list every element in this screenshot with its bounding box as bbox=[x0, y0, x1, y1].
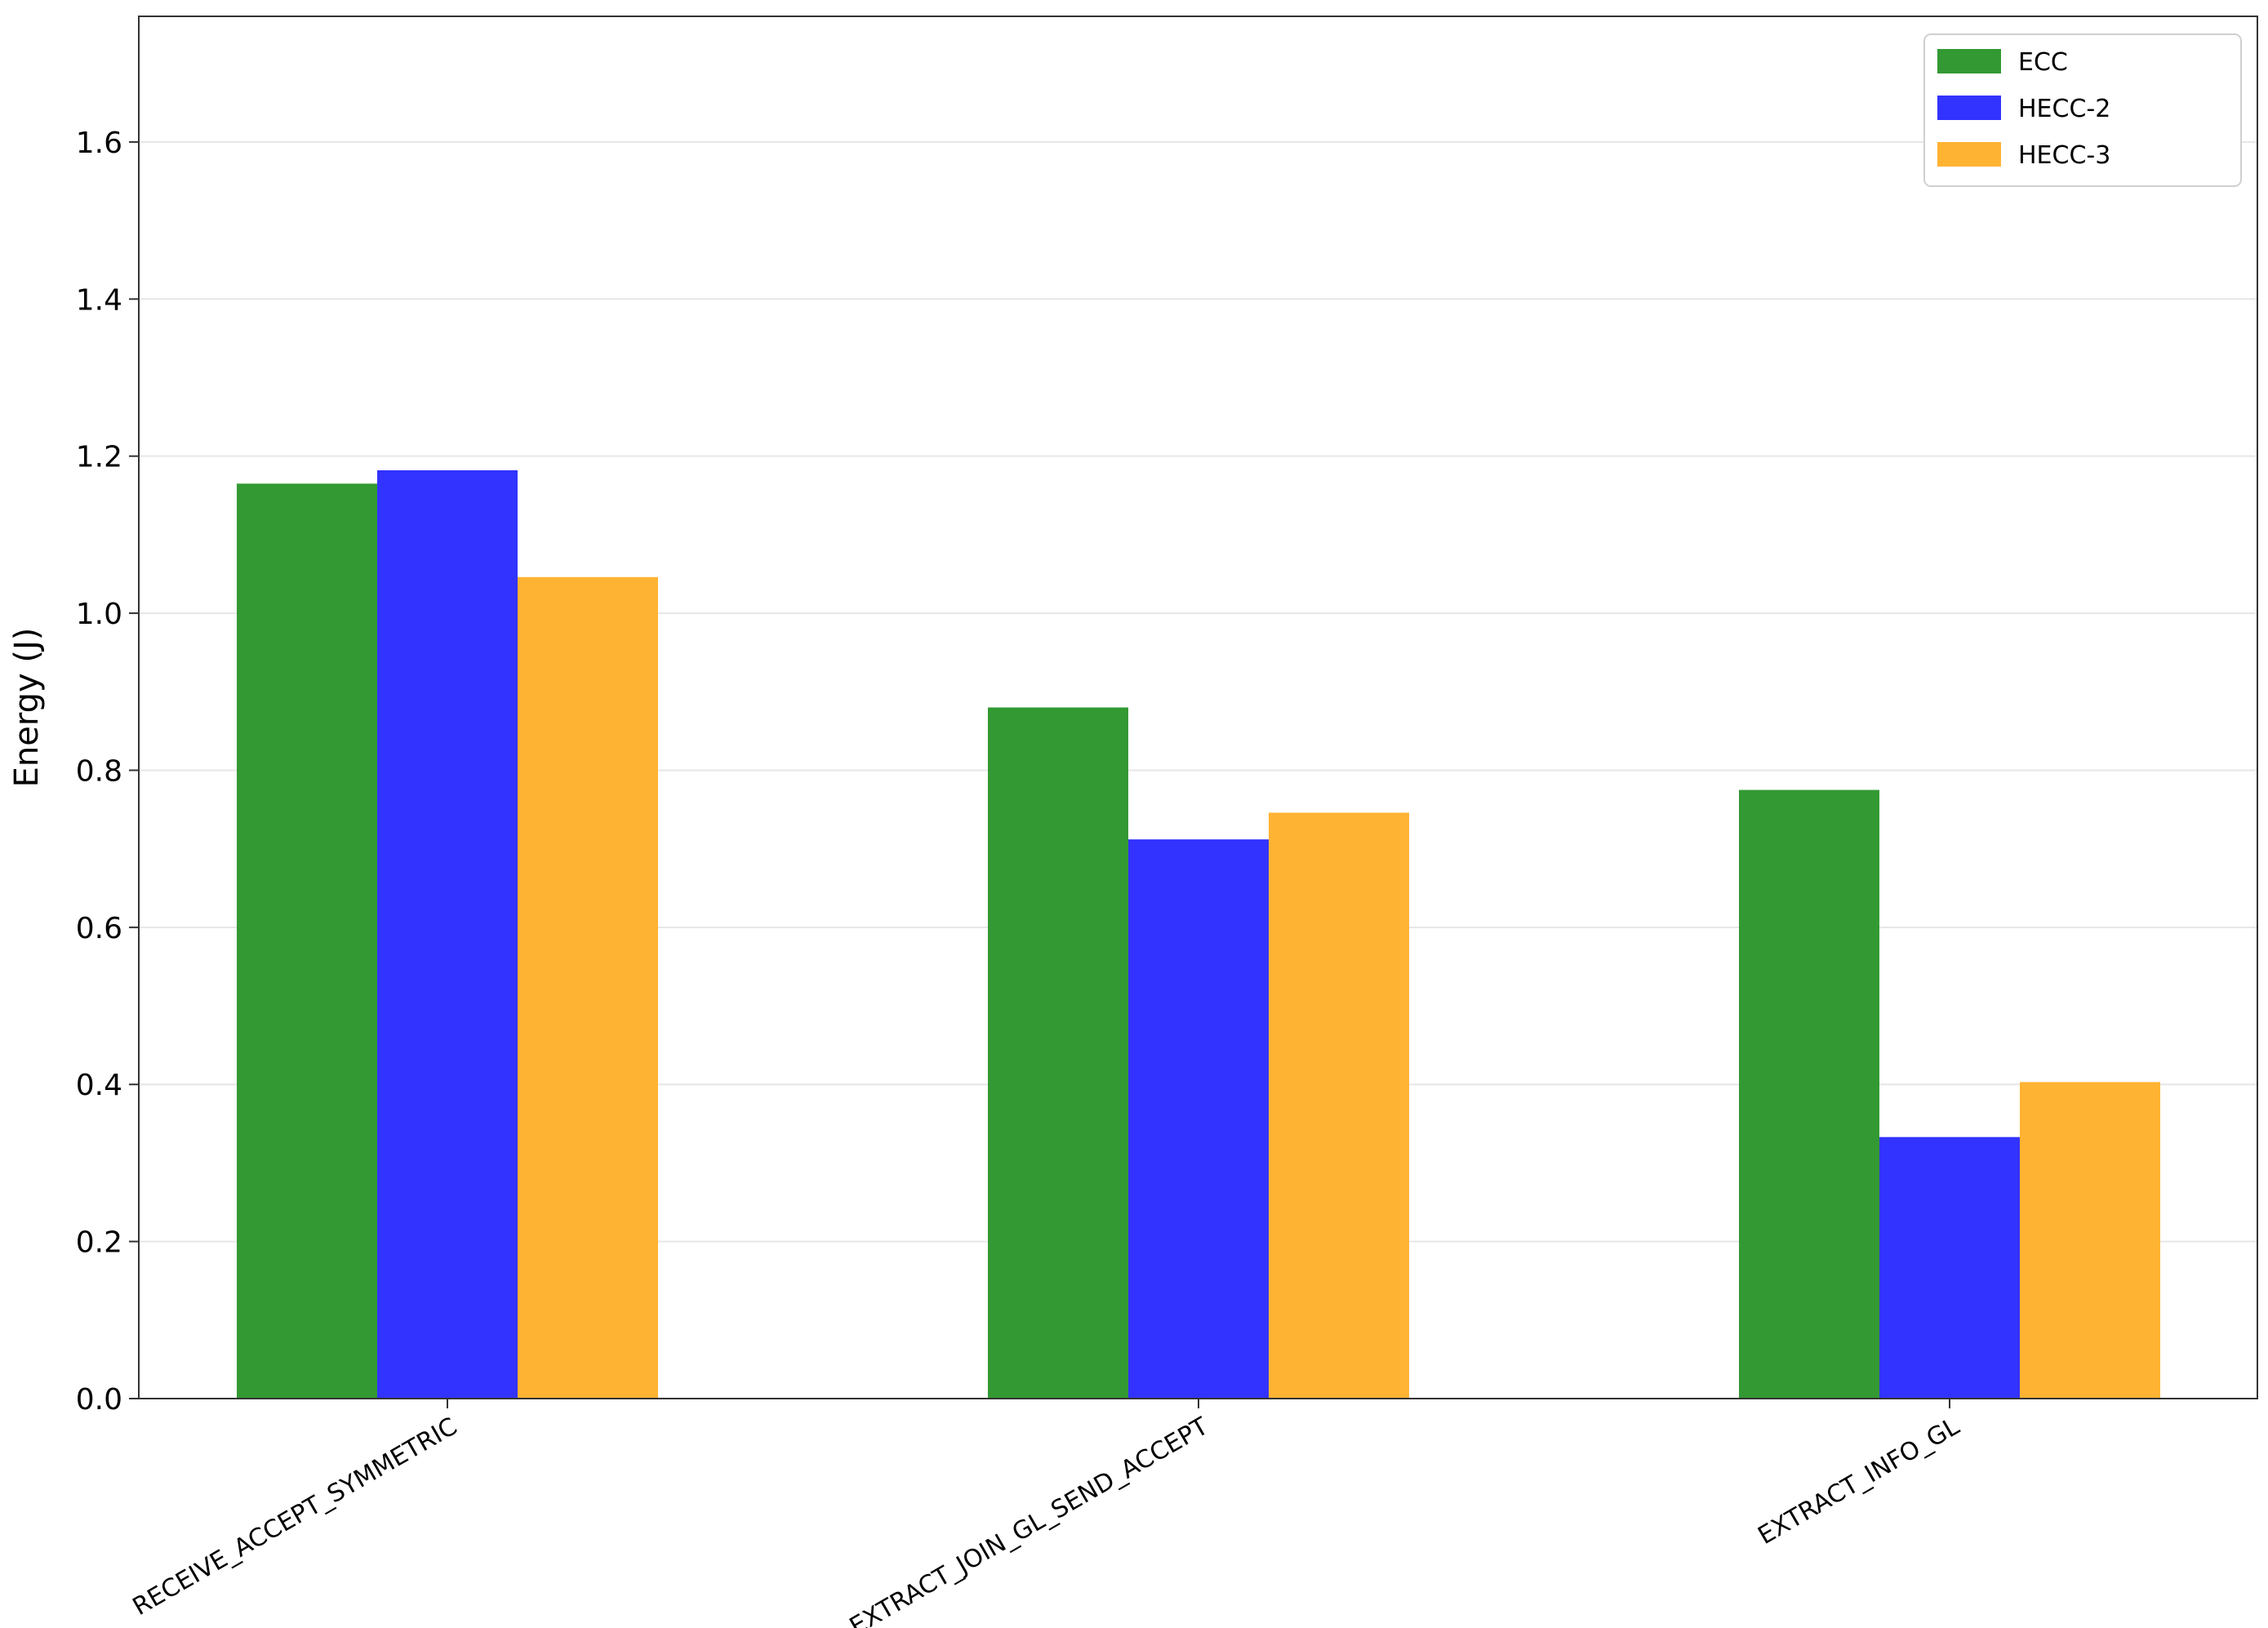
legend-label: HECC-2 bbox=[2018, 95, 2110, 123]
legend-swatch bbox=[1937, 96, 2001, 120]
y-tick-label: 1.4 bbox=[76, 283, 122, 317]
legend-label: ECC bbox=[2018, 48, 2068, 77]
y-tick-label: 0.8 bbox=[76, 754, 122, 788]
x-tick-label: EXTRACT_INFO_GL bbox=[1753, 1412, 1964, 1550]
legend-swatch bbox=[1937, 142, 2001, 167]
bar-hecc-3-2 bbox=[1269, 812, 1409, 1399]
y-tick-label: 1.0 bbox=[76, 598, 122, 631]
bar-hecc-3-1 bbox=[518, 576, 658, 1399]
y-tick-label: 0.0 bbox=[76, 1383, 122, 1417]
bar-ecc-3 bbox=[1739, 790, 1879, 1399]
bar-hecc-3-3 bbox=[2020, 1082, 2160, 1399]
bar-ecc-1 bbox=[237, 483, 377, 1399]
y-tick-label: 0.2 bbox=[76, 1226, 122, 1260]
legend-box bbox=[1923, 33, 2242, 187]
x-tick-label: RECEIVE_ACCEPT_SYMMETRIC bbox=[128, 1412, 462, 1621]
y-tick-label: 0.4 bbox=[76, 1069, 122, 1102]
bar-ecc-2 bbox=[988, 707, 1128, 1399]
bars bbox=[237, 469, 2160, 1399]
x-tick-label: EXTRACT_JOIN_GL_SEND_ACCEPT bbox=[845, 1412, 1214, 1628]
bar-hecc-2-2 bbox=[1128, 839, 1269, 1399]
bar-hecc-2-1 bbox=[377, 469, 518, 1399]
legend-swatch bbox=[1937, 49, 2001, 73]
y-axis-title: Energy (J) bbox=[8, 628, 46, 788]
y-tick-label: 1.6 bbox=[76, 127, 122, 160]
legend-label: HECC-3 bbox=[2018, 141, 2110, 170]
bar-hecc-2-3 bbox=[1879, 1136, 2020, 1399]
y-tick-label: 0.6 bbox=[76, 912, 122, 945]
legend: ECC HECC-2 HECC-3 bbox=[1923, 33, 2242, 187]
x-axis-ticks: RECEIVE_ACCEPT_SYMMETRIC EXTRACT_JOIN_GL_… bbox=[128, 1399, 1964, 1628]
y-tick-label: 1.2 bbox=[76, 441, 122, 474]
y-axis-ticks: 0.0 0.2 0.4 0.6 0.8 1.0 1.2 1.4 1.6 bbox=[76, 127, 139, 1417]
